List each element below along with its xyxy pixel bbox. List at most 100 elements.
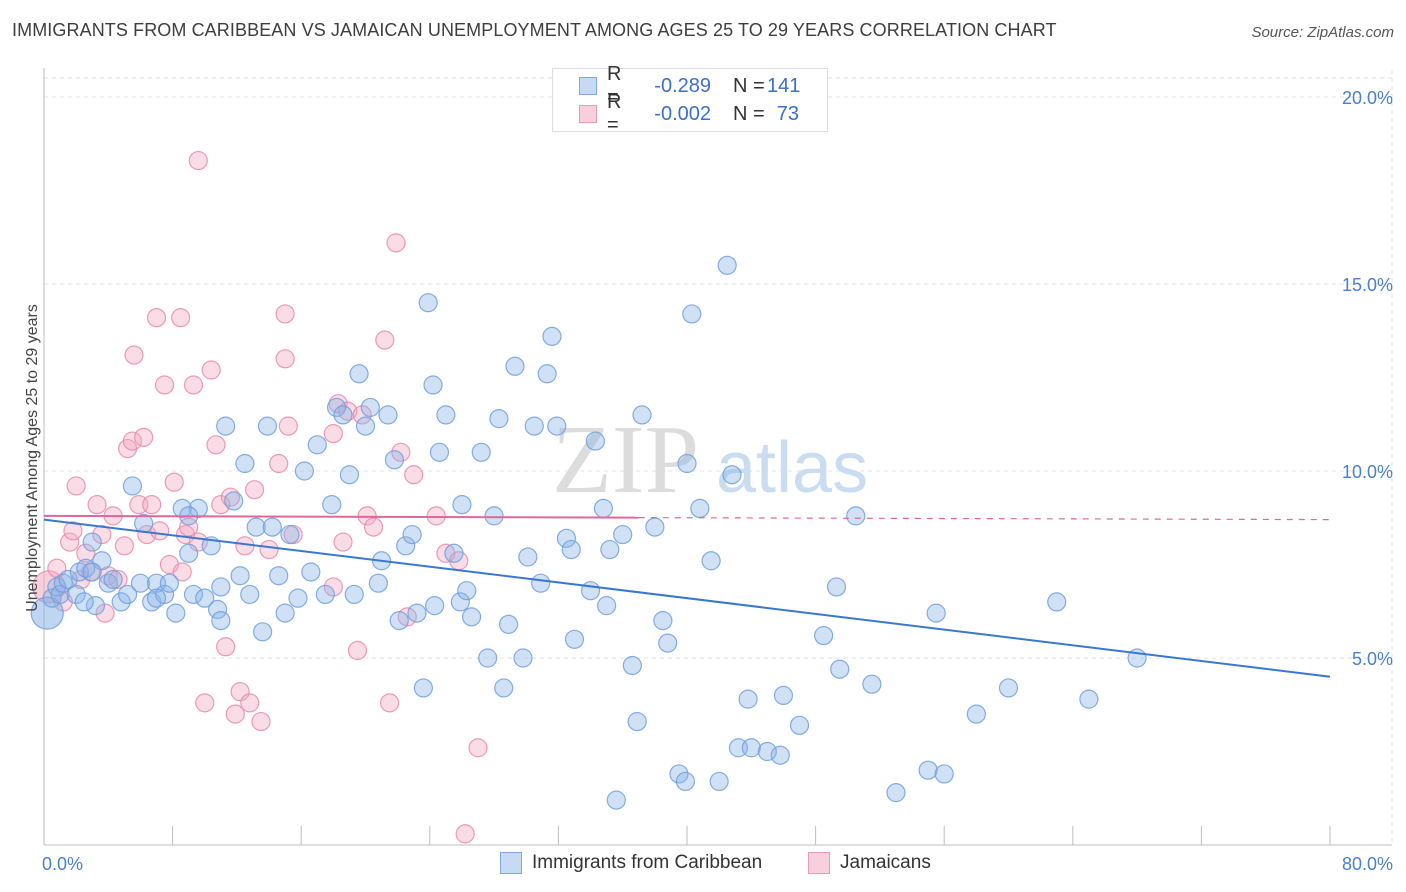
jamaicans-point (171, 308, 191, 328)
caribbean-point (117, 584, 138, 605)
caribbean-point (998, 678, 1019, 698)
caribbean-point (307, 435, 327, 455)
caribbean-point (677, 453, 697, 474)
watermark: ZIP atlas (552, 406, 868, 514)
caribbean-point (738, 689, 758, 709)
x-tick-label-max: 80.0% (1342, 854, 1393, 874)
caribbean-point (542, 326, 562, 346)
caribbean-point (632, 405, 652, 425)
caribbean-point (918, 760, 938, 780)
jamaicans-point (137, 524, 157, 545)
y-axis-label: Unemployment Among Ages 25 to 29 years (24, 304, 41, 612)
jamaicans-point (352, 405, 372, 425)
grid-lines (44, 70, 1393, 845)
jamaicans-point (426, 506, 446, 526)
jamaicans-point (172, 562, 192, 582)
caribbean-point (846, 506, 866, 526)
caribbean-point (355, 416, 376, 436)
legend-swatch-blue (579, 77, 597, 95)
caribbean-point (280, 524, 300, 545)
caribbean-point (262, 517, 282, 537)
jamaicans-point (150, 521, 170, 541)
caribbean-point (770, 745, 790, 765)
legend-r-label: R = (607, 63, 622, 108)
correlation-legend: R = -0.289 N = 141 R = -0.002 N = 73 (552, 63, 828, 136)
caribbean-point (1079, 689, 1099, 709)
jamaicans-point (275, 349, 295, 369)
caribbean-point (675, 771, 695, 792)
caribbean-point (253, 622, 273, 642)
trend-line-jamaicans (43, 514, 639, 519)
legend-n-value: 141 (767, 74, 801, 97)
caribbean-point (360, 397, 380, 418)
caribbean-point (183, 584, 204, 605)
jamaicans-point (183, 375, 204, 395)
legend-item-caribbean[interactable]: Immigrants from Caribbean (500, 852, 762, 874)
legend-item-jamaicans[interactable]: Jamaicans (808, 852, 931, 874)
caribbean-point (326, 397, 347, 418)
caribbean-point (333, 405, 353, 425)
jamaicans-point (87, 495, 107, 515)
caribbean-point (224, 491, 244, 511)
watermark-atlas: atlas (716, 428, 868, 508)
caribbean-point (230, 566, 250, 586)
caribbean-point (1047, 592, 1067, 612)
legend-swatch-blue (500, 852, 522, 874)
y-tick-label: 15.0% (1342, 275, 1393, 295)
jamaicans-point (179, 517, 199, 537)
caribbean-point (627, 711, 647, 732)
caribbean-point (547, 416, 567, 436)
caribbean-point (195, 588, 215, 608)
jamaicans-point (259, 539, 279, 560)
caribbean-point (269, 566, 289, 586)
jamaicans-point (142, 495, 162, 515)
caribbean-point (701, 551, 721, 571)
caribbean-point (814, 625, 834, 646)
caribbean-point (294, 461, 315, 481)
caribbean-point (30, 596, 64, 630)
caribbean-point (82, 562, 102, 582)
caribbean-point (188, 498, 208, 518)
tick-labels: 5.0% 10.0% 15.0% 20.0% 0.0% 80.0% (42, 88, 1393, 874)
jamaicans-point (154, 375, 175, 395)
caribbean-point (645, 517, 665, 537)
caribbean-point (122, 476, 143, 496)
jamaicans-point (188, 150, 208, 171)
caribbean-point (722, 465, 742, 485)
y-tick-label: 20.0% (1342, 88, 1393, 108)
caribbean-point (66, 584, 86, 605)
jamaicans-point (201, 360, 221, 380)
caribbean-point (166, 603, 186, 623)
jamaicans-point (391, 442, 411, 462)
caribbean-point (429, 442, 450, 462)
jamaicans-point (211, 495, 231, 515)
caribbean-point (518, 547, 538, 567)
caribbean-point (709, 771, 729, 792)
caribbean-point (111, 592, 131, 612)
caribbean-point (315, 584, 335, 605)
legend-r-label: R = (607, 91, 622, 136)
caribbean-point (600, 539, 620, 560)
caribbean-point (339, 465, 360, 485)
caribbean-point (505, 356, 525, 376)
caribbean-point (368, 573, 388, 593)
caribbean-point (450, 592, 470, 612)
caribbean-point (418, 293, 438, 313)
caribbean-point (498, 614, 519, 634)
caribbean-point (146, 588, 167, 608)
jamaicans-point (76, 543, 96, 563)
caribbean-point (130, 573, 151, 593)
caribbean-point (74, 592, 94, 612)
caribbean-point (179, 543, 199, 563)
jamaicans-point (108, 569, 128, 590)
caribbean-point (275, 603, 295, 623)
caribbean-point (384, 450, 405, 470)
legend-label-jamaicans: Jamaicans (840, 852, 931, 873)
caribbean-point (82, 532, 102, 552)
caribbean-point (606, 790, 626, 810)
jamaicans-point (455, 824, 475, 844)
jamaicans-point (63, 521, 83, 541)
jamaicans-point (122, 431, 143, 451)
caribbean-point (564, 629, 585, 649)
caribbean-point (593, 498, 614, 518)
